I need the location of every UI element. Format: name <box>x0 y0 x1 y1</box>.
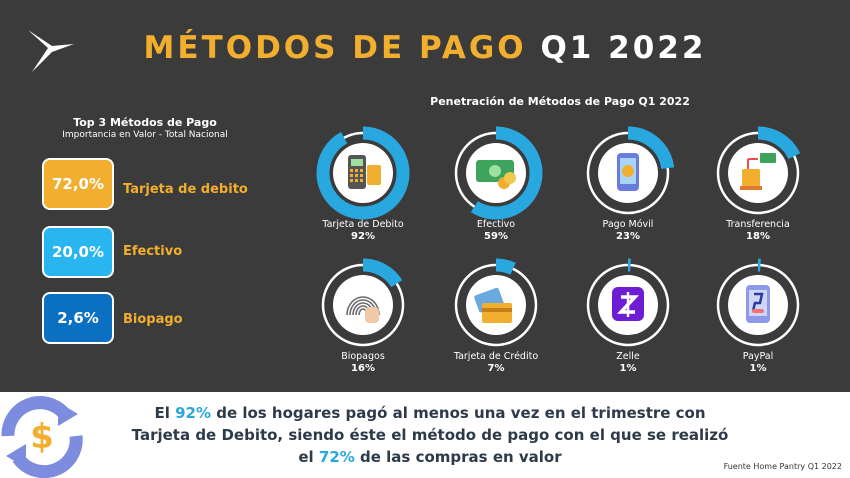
donut-value-label: 18% <box>746 231 770 242</box>
page-title: MÉTODOS DE PAGO Q1 2022 <box>0 30 850 66</box>
donut-series-name: Efectivo <box>476 219 516 230</box>
dollar-refresh-icon: $ <box>1 396 83 478</box>
pos-terminal-icon <box>348 155 381 189</box>
donut-series-name: Tarjeta de Crédito <box>453 351 539 362</box>
credit-card-icon <box>474 287 512 323</box>
donut-value-arc <box>581 126 675 220</box>
source-note: Fuente Home Pantry Q1 2022 <box>723 462 842 471</box>
top3-label-3: Biopago <box>123 312 183 327</box>
donut-series-name: PayPal <box>742 351 774 362</box>
footer-text: de las compras en valor <box>354 448 562 466</box>
top3-value-box-2: 20,0% <box>42 226 114 278</box>
donut-value-arc <box>581 258 675 352</box>
top3-value: 2,6% <box>57 309 99 327</box>
mobile-payment-icon <box>617 153 639 191</box>
donut-series-name: Zelle <box>616 351 640 362</box>
footer-message: El 92% de los hogares pagó al menos una … <box>90 402 770 468</box>
donut-center <box>333 275 393 335</box>
donut-value-label: 7% <box>487 363 505 374</box>
footer-text: de los hogares pagó al menos una vez en … <box>210 404 706 422</box>
donut-value-label: 23% <box>616 231 640 242</box>
top3-heading: Top 3 Métodos de Pago Importancia en Val… <box>20 116 270 140</box>
donut-value-arc <box>449 258 543 352</box>
footer-line-1: El 92% de los hogares pagó al menos una … <box>90 402 770 424</box>
donut-value-arc <box>449 126 543 220</box>
top3-value-box-1: 72,0% <box>42 158 114 210</box>
donut-value-label: 1% <box>749 363 767 374</box>
fingerprint-icon <box>346 296 380 323</box>
donut-label: Efectivo 59% <box>436 219 556 243</box>
zelle-icon <box>612 287 644 321</box>
donut-series-name: Biopagos <box>341 351 385 362</box>
transfer-icon <box>740 153 776 190</box>
donut-label: Pago Móvil 23% <box>568 219 688 243</box>
top3-label-2: Efectivo <box>123 244 183 259</box>
brand-logo-icon <box>28 30 74 72</box>
donut-biopagos <box>316 258 410 352</box>
footer-text: El <box>154 404 176 422</box>
donut-series-name: Tarjeta de Debito <box>322 219 404 230</box>
chart-title: Penetración de Métodos de Pago Q1 2022 <box>430 95 690 108</box>
top3-value: 72,0% <box>51 175 105 193</box>
donut-value-arc <box>711 126 805 220</box>
footer-panel <box>0 392 850 478</box>
donut-efectivo <box>449 126 543 220</box>
donut-series-name: Pago Móvil <box>602 219 654 230</box>
donut-tarjeta-de-debito <box>316 126 410 220</box>
footer-line-3: el 72% de las compras en valor <box>90 446 770 468</box>
top3-subtitle: Importancia en Valor - Total Nacional <box>62 130 228 140</box>
donut-label: Biopagos 16% <box>303 351 423 375</box>
svg-text:$: $ <box>30 417 54 457</box>
top3-label-1: Tarjeta de debito <box>123 182 248 197</box>
penetration-donut-chart <box>316 126 805 352</box>
donut-value-arc <box>316 126 410 220</box>
cash-icon <box>476 160 516 189</box>
title-period: Q1 2022 <box>540 30 707 66</box>
donut-value-label: 1% <box>619 363 637 374</box>
top3-title: Top 3 Métodos de Pago <box>73 116 217 129</box>
donut-label: Transferencia 18% <box>698 219 818 243</box>
donut-value-label: 92% <box>351 231 375 242</box>
donut-label: PayPal 1% <box>698 351 818 375</box>
donut-tarjeta-de-cr-dito <box>449 258 543 352</box>
donut-label: Tarjeta de Crédito 7% <box>436 351 556 375</box>
donut-value-label: 59% <box>484 231 508 242</box>
donut-series-name: Transferencia <box>726 219 790 230</box>
footer-highlight-2: 72% <box>318 448 355 466</box>
footer-highlight-1: 92% <box>175 404 211 422</box>
donut-value-arc <box>711 258 805 352</box>
donut-value-label: 16% <box>351 363 375 374</box>
footer-line-2: Tarjeta de Debito, siendo éste el método… <box>131 426 729 444</box>
donut-transferencia <box>711 126 805 220</box>
donut-zelle <box>581 258 675 352</box>
donut-label: Tarjeta de Debito 92% <box>303 219 423 243</box>
top3-value: 20,0% <box>51 243 105 261</box>
title-main: MÉTODOS DE PAGO <box>143 30 527 66</box>
donut-label: Zelle 1% <box>568 351 688 375</box>
paypal-icon <box>746 285 770 323</box>
top3-value-box-3: 2,6% <box>42 292 114 344</box>
donut-pago-m-vil <box>581 126 675 220</box>
donut-paypal <box>711 258 805 352</box>
donut-value-arc <box>316 258 410 352</box>
footer-text: el <box>298 448 319 466</box>
